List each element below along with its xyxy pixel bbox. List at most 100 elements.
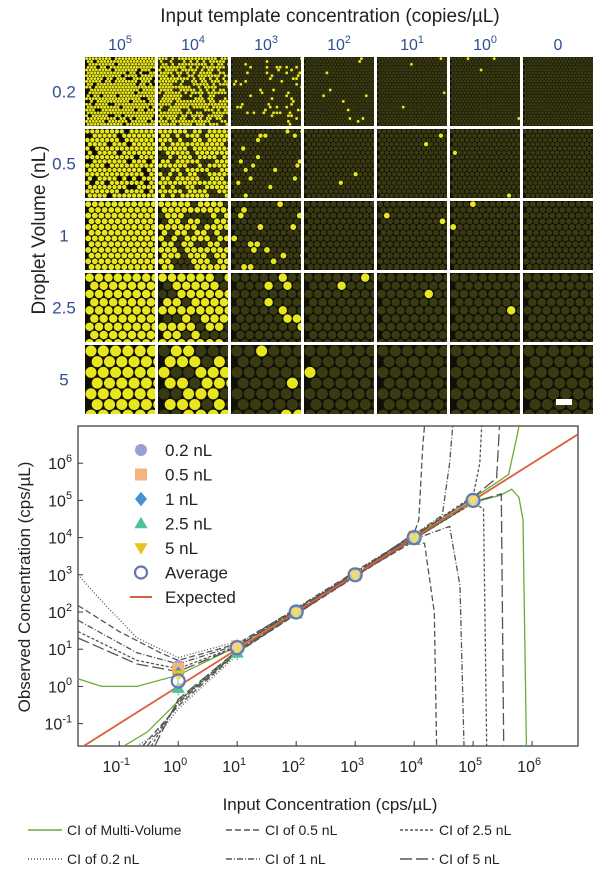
droplet-negative <box>583 77 587 81</box>
droplet-positive <box>174 108 178 112</box>
droplet-negative <box>446 102 447 106</box>
droplet-negative <box>523 102 527 106</box>
droplet-negative <box>318 60 322 63</box>
droplet-negative <box>300 80 301 83</box>
droplet-negative <box>310 79 314 83</box>
column-header-1-exp: 4 <box>199 34 205 46</box>
droplet-negative <box>249 111 253 115</box>
droplet-negative <box>476 74 480 78</box>
droplet-negative <box>540 125 542 126</box>
droplet-negative <box>486 91 490 95</box>
droplet-positive <box>119 88 123 92</box>
droplet-negative <box>406 79 410 83</box>
droplet-negative <box>455 117 458 120</box>
droplet-negative <box>272 94 276 98</box>
droplet-negative <box>529 57 533 61</box>
droplet-negative <box>534 71 538 75</box>
droplet-negative <box>291 94 295 98</box>
droplet-positive <box>169 117 173 120</box>
droplet-positive <box>185 176 190 181</box>
droplet-negative <box>340 68 344 72</box>
droplet-negative <box>317 114 321 118</box>
droplet-negative <box>585 119 589 123</box>
droplet-negative <box>332 60 335 63</box>
droplet-negative <box>363 137 368 143</box>
droplet-negative <box>423 79 426 83</box>
droplet-positive <box>91 74 95 78</box>
droplet-positive <box>286 91 290 95</box>
droplet-negative <box>534 77 538 81</box>
droplet-negative <box>450 108 454 112</box>
droplet-negative <box>335 99 339 103</box>
droplet-negative <box>364 99 368 103</box>
droplet-negative <box>373 80 374 83</box>
droplet-positive <box>171 74 175 78</box>
droplet-negative <box>421 82 425 86</box>
droplet-positive <box>166 111 170 115</box>
droplet-negative <box>338 163 344 168</box>
droplet-negative <box>341 65 345 69</box>
droplet-positive <box>197 102 201 106</box>
droplet-positive <box>122 141 127 147</box>
droplet-negative <box>247 91 251 95</box>
droplet-negative <box>240 189 246 194</box>
droplet-negative <box>532 114 536 118</box>
droplet-positive <box>85 163 90 168</box>
droplet-negative <box>177 114 181 118</box>
droplet-negative <box>439 125 442 126</box>
droplet-negative <box>588 57 592 61</box>
droplet-positive <box>300 85 301 89</box>
droplet-negative <box>323 108 327 112</box>
droplet-positive <box>182 122 186 126</box>
droplet-negative <box>396 180 402 186</box>
micrograph-0-0 <box>85 57 155 126</box>
droplet-positive <box>99 117 103 120</box>
droplet-negative <box>285 171 290 177</box>
droplet-negative <box>282 133 288 138</box>
droplet-negative <box>386 137 392 143</box>
droplet-positive <box>205 71 209 75</box>
droplet-negative <box>536 57 540 61</box>
droplet-positive <box>90 99 93 103</box>
droplet-positive <box>184 62 188 66</box>
droplet-negative <box>416 119 420 123</box>
droplet-positive <box>117 79 121 83</box>
droplet-negative <box>553 125 556 126</box>
droplet-negative <box>427 82 431 86</box>
droplet-positive <box>124 108 128 112</box>
droplet-negative <box>442 74 446 78</box>
droplet-negative <box>257 97 261 101</box>
droplet-negative <box>562 114 566 118</box>
droplet-negative <box>331 193 336 198</box>
droplet-positive <box>126 111 130 115</box>
droplet-positive <box>94 85 98 89</box>
droplet-positive <box>286 114 290 118</box>
droplet-negative <box>408 117 412 120</box>
droplet-positive <box>288 111 292 115</box>
droplet-negative <box>182 171 188 177</box>
droplet-positive <box>164 197 167 198</box>
droplet-negative <box>250 102 254 106</box>
droplet-negative <box>492 119 496 123</box>
droplet-positive <box>210 108 214 112</box>
droplet-negative <box>487 111 491 115</box>
droplet-negative <box>512 97 516 101</box>
droplet-positive <box>217 114 221 118</box>
droplet-negative <box>461 94 465 98</box>
droplet-negative <box>192 65 196 69</box>
droplet-negative <box>434 117 438 120</box>
droplet-negative <box>365 176 371 181</box>
droplet-negative <box>311 150 317 156</box>
droplet-negative <box>505 74 509 78</box>
droplet-negative <box>295 105 299 109</box>
droplet-negative <box>549 91 553 95</box>
droplet-negative <box>272 150 278 156</box>
droplet-positive <box>117 57 121 61</box>
droplet-negative <box>254 125 257 126</box>
droplet-negative <box>368 137 373 143</box>
droplet-negative <box>366 62 370 66</box>
column-header-2-exp: 3 <box>272 34 278 46</box>
droplet-negative <box>427 88 431 92</box>
droplet-negative <box>492 108 496 112</box>
droplet-negative <box>393 97 397 101</box>
